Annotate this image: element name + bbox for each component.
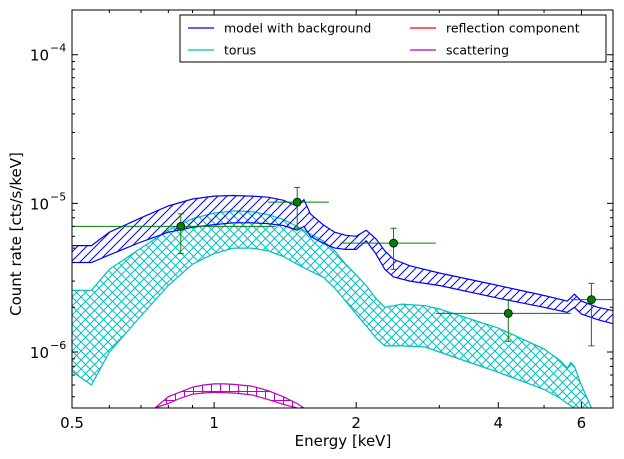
legend-box bbox=[179, 14, 607, 63]
series-model-with-background bbox=[72, 194, 613, 325]
y-tick-label: 10 bbox=[30, 195, 49, 213]
data-points bbox=[72, 186, 613, 347]
x-tick-label: 2 bbox=[351, 414, 361, 432]
band-torus bbox=[72, 210, 592, 408]
band-model-with-background bbox=[72, 195, 613, 324]
data-marker bbox=[587, 295, 596, 305]
band-lower-model-with-background bbox=[72, 222, 613, 325]
legend-item: reflection component bbox=[410, 21, 580, 36]
band-upper-scattering bbox=[154, 383, 305, 408]
data-marker bbox=[503, 308, 513, 318]
legend-label: torus bbox=[224, 43, 256, 58]
y-tick-exponent: −6 bbox=[50, 339, 66, 352]
x-tick-label: 1 bbox=[209, 414, 219, 432]
x-tick-label: 0.5 bbox=[60, 414, 84, 432]
band-upper-model-with-background bbox=[72, 194, 613, 312]
band-scattering bbox=[155, 383, 304, 408]
plot-area bbox=[72, 186, 613, 408]
legend-label: scattering bbox=[446, 43, 509, 58]
data-point bbox=[340, 227, 436, 270]
x-tick-label: 6 bbox=[577, 414, 587, 432]
y-tick-label: 10 bbox=[30, 344, 49, 362]
y-tick-label: 10 bbox=[30, 47, 49, 65]
data-marker bbox=[176, 221, 186, 231]
legend-label: model with background bbox=[224, 21, 371, 36]
x-tick-label: 4 bbox=[494, 414, 504, 432]
data-point bbox=[267, 186, 329, 229]
legend-item: model with background bbox=[188, 21, 371, 36]
data-point bbox=[435, 299, 571, 342]
series-scattering bbox=[154, 383, 305, 408]
band-lower-torus bbox=[72, 247, 575, 408]
data-marker bbox=[389, 238, 398, 248]
legend: model with background torus reflection com… bbox=[179, 14, 607, 63]
legend-item: scattering bbox=[410, 43, 509, 58]
y-axis-label: Count rate [cts/s/keV] bbox=[7, 152, 25, 316]
legend-label: reflection component bbox=[446, 21, 580, 36]
y-tick-exponent: −5 bbox=[50, 190, 66, 203]
legend-item: torus bbox=[188, 43, 256, 58]
data-point bbox=[72, 213, 276, 254]
x-axis-label: Energy [keV] bbox=[295, 432, 392, 450]
data-marker bbox=[292, 197, 302, 207]
data-point bbox=[570, 282, 613, 347]
band-lower-scattering bbox=[154, 391, 298, 408]
plot-frame bbox=[71, 9, 614, 409]
y-tick-exponent: −4 bbox=[50, 42, 66, 55]
